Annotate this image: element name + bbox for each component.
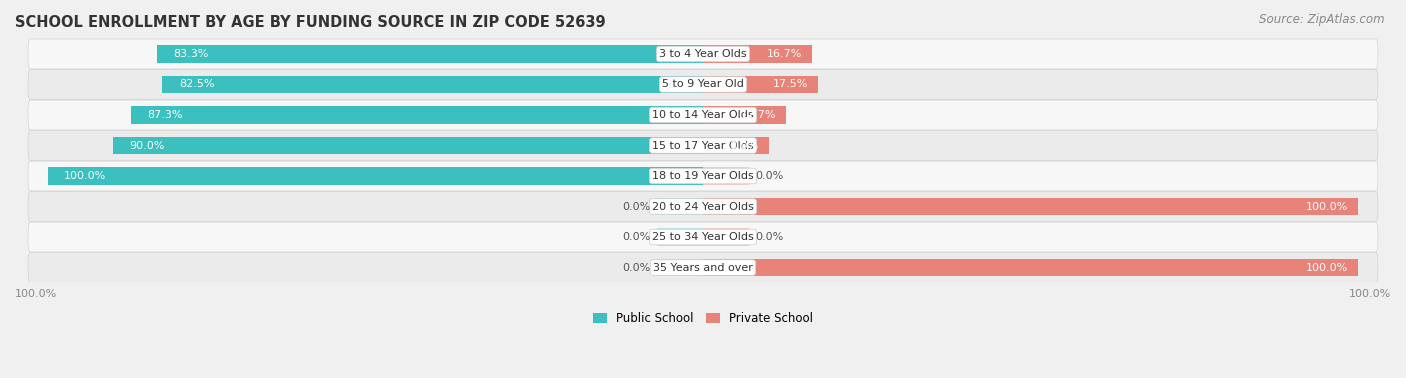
Text: 90.0%: 90.0% <box>129 141 165 150</box>
Text: 83.3%: 83.3% <box>173 49 209 59</box>
Text: 18 to 19 Year Olds: 18 to 19 Year Olds <box>652 171 754 181</box>
Text: 3 to 4 Year Olds: 3 to 4 Year Olds <box>659 49 747 59</box>
Text: 0.0%: 0.0% <box>755 232 783 242</box>
Bar <box>703 76 818 93</box>
FancyBboxPatch shape <box>28 253 1378 282</box>
Text: 15 to 17 Year Olds: 15 to 17 Year Olds <box>652 141 754 150</box>
FancyBboxPatch shape <box>28 70 1378 99</box>
FancyBboxPatch shape <box>28 222 1378 252</box>
Text: 100.0%: 100.0% <box>15 289 58 299</box>
Text: 10.0%: 10.0% <box>724 141 759 150</box>
Text: 87.3%: 87.3% <box>148 110 183 120</box>
Bar <box>703 106 786 124</box>
Text: 20 to 24 Year Olds: 20 to 24 Year Olds <box>652 201 754 212</box>
Text: 17.5%: 17.5% <box>772 79 808 90</box>
Text: 0.0%: 0.0% <box>755 171 783 181</box>
FancyBboxPatch shape <box>28 161 1378 191</box>
Bar <box>657 228 703 246</box>
Bar <box>703 167 749 185</box>
Text: 12.7%: 12.7% <box>741 110 776 120</box>
Bar <box>157 45 703 63</box>
Text: SCHOOL ENROLLMENT BY AGE BY FUNDING SOURCE IN ZIP CODE 52639: SCHOOL ENROLLMENT BY AGE BY FUNDING SOUR… <box>15 15 606 30</box>
Text: Source: ZipAtlas.com: Source: ZipAtlas.com <box>1260 13 1385 26</box>
Bar <box>657 259 703 276</box>
Bar <box>114 137 703 154</box>
Text: 100.0%: 100.0% <box>1348 289 1391 299</box>
Bar <box>131 106 703 124</box>
Text: 100.0%: 100.0% <box>65 171 107 181</box>
Text: 0.0%: 0.0% <box>623 232 651 242</box>
FancyBboxPatch shape <box>28 100 1378 130</box>
Text: 5 to 9 Year Old: 5 to 9 Year Old <box>662 79 744 90</box>
Text: 0.0%: 0.0% <box>623 263 651 273</box>
FancyBboxPatch shape <box>28 192 1378 222</box>
Text: 100.0%: 100.0% <box>1306 201 1348 212</box>
Bar <box>703 259 1358 276</box>
Text: 16.7%: 16.7% <box>768 49 803 59</box>
Bar <box>703 137 769 154</box>
Text: 10 to 14 Year Olds: 10 to 14 Year Olds <box>652 110 754 120</box>
Text: 25 to 34 Year Olds: 25 to 34 Year Olds <box>652 232 754 242</box>
FancyBboxPatch shape <box>28 130 1378 160</box>
Text: 35 Years and over: 35 Years and over <box>652 263 754 273</box>
Legend: Public School, Private School: Public School, Private School <box>588 308 818 330</box>
Bar <box>657 198 703 215</box>
Bar <box>703 198 1358 215</box>
Text: 100.0%: 100.0% <box>1306 263 1348 273</box>
Bar <box>703 228 749 246</box>
Text: 0.0%: 0.0% <box>623 201 651 212</box>
Text: 82.5%: 82.5% <box>179 79 214 90</box>
FancyBboxPatch shape <box>28 39 1378 69</box>
Bar <box>703 45 813 63</box>
Bar <box>163 76 703 93</box>
Bar <box>48 167 703 185</box>
